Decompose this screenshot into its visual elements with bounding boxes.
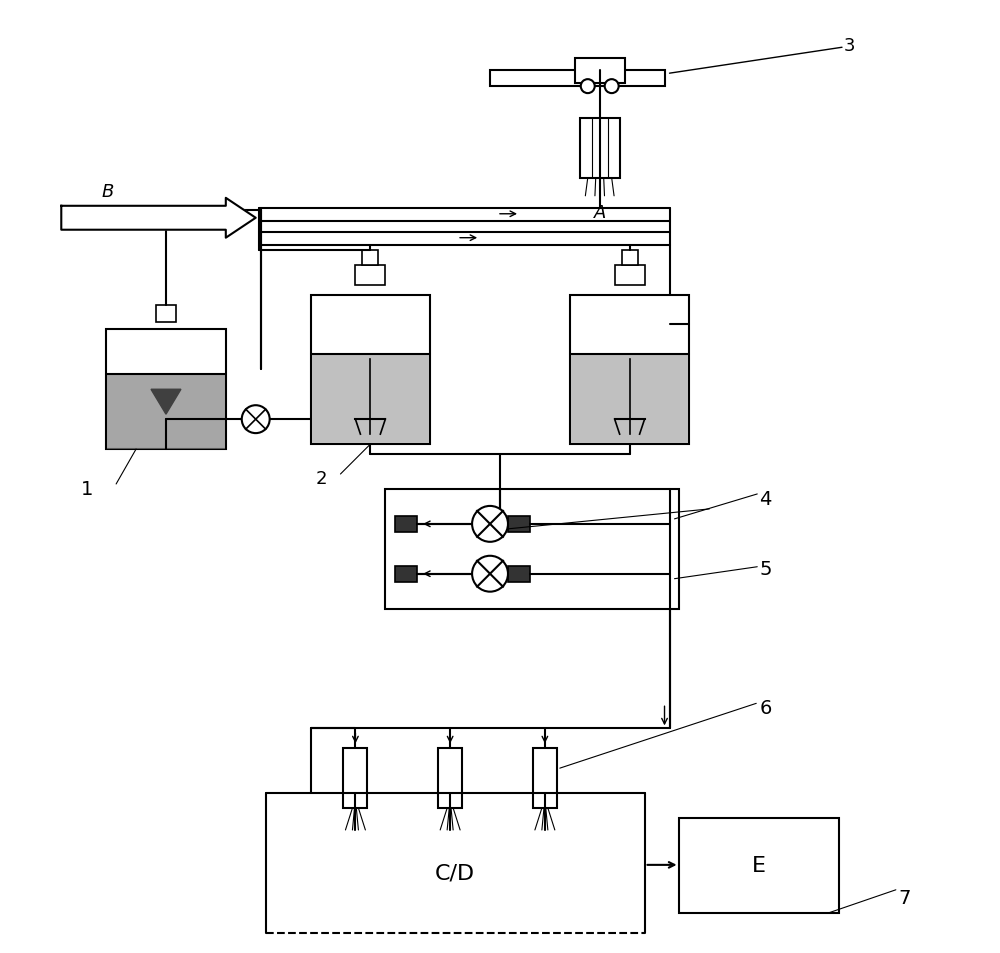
Bar [385, 490, 679, 609]
Text: 2: 2 [316, 470, 327, 488]
Text: 3: 3 [844, 37, 855, 55]
Bar [311, 295, 430, 445]
Bar [312, 356, 429, 444]
Text: E: E [752, 855, 766, 875]
Circle shape [472, 557, 508, 592]
Bar [106, 330, 226, 450]
Bar [575, 59, 625, 84]
Bar [570, 295, 689, 445]
Bar [571, 356, 688, 444]
Circle shape [242, 406, 270, 434]
Bar [438, 748, 462, 808]
Circle shape [581, 80, 595, 94]
Text: 6: 6 [759, 699, 772, 718]
Polygon shape [151, 390, 181, 415]
Bar [395, 566, 417, 582]
Circle shape [472, 506, 508, 542]
Text: 1: 1 [81, 479, 94, 498]
Bar [343, 748, 367, 808]
Bar [580, 119, 620, 178]
Text: 5: 5 [759, 559, 772, 578]
Text: 7: 7 [899, 888, 911, 907]
Bar [615, 265, 645, 285]
Bar [533, 748, 557, 808]
Text: 4: 4 [759, 490, 772, 509]
Bar [490, 71, 665, 87]
Bar [355, 265, 385, 285]
Bar [107, 375, 225, 450]
Bar [679, 818, 839, 913]
Bar [362, 251, 378, 265]
Circle shape [605, 80, 619, 94]
Polygon shape [61, 198, 256, 238]
Bar [508, 517, 530, 533]
Bar [622, 251, 638, 265]
Text: B: B [101, 183, 114, 200]
Text: A: A [594, 204, 606, 221]
Text: C/D: C/D [435, 862, 475, 882]
Bar [156, 305, 176, 323]
Bar [395, 517, 417, 533]
Bar [508, 566, 530, 582]
